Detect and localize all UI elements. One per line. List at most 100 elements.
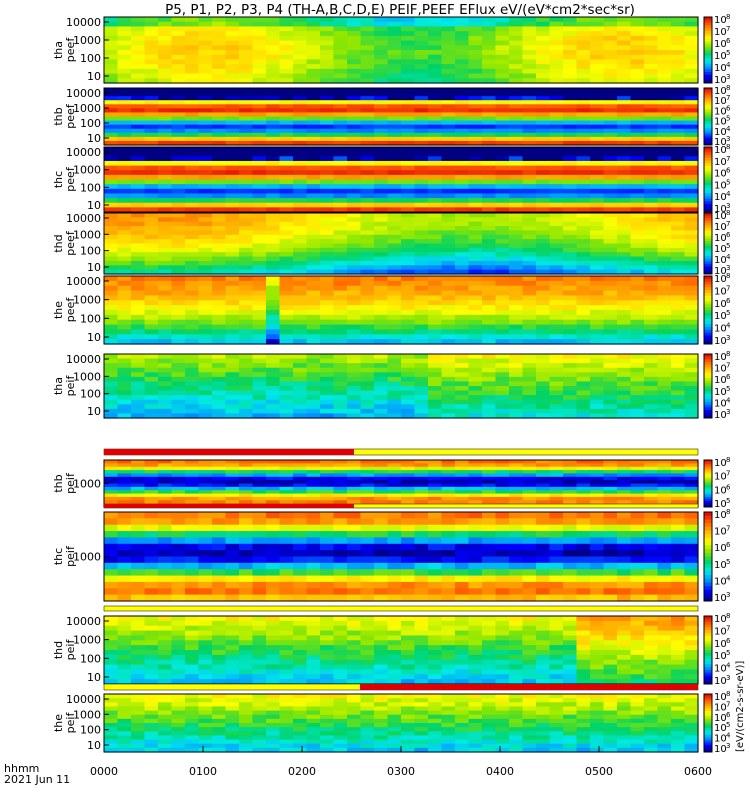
spectrogram-cell — [644, 17, 659, 23]
spectrogram-cell — [536, 354, 551, 360]
spectrogram-cell — [617, 140, 632, 146]
spectrogram-cell — [509, 64, 524, 70]
spectrogram-cell — [347, 367, 362, 373]
spectrogram-cell — [198, 319, 213, 326]
spectrogram-cell — [320, 285, 335, 292]
spectrogram-cell — [185, 500, 200, 505]
spectrogram-cell — [212, 252, 227, 258]
spectrogram-cell — [455, 290, 470, 297]
spectrogram-cell — [603, 92, 618, 97]
spectrogram-cell — [414, 132, 429, 138]
colorbar-segment — [704, 246, 712, 250]
spectrogram-cell — [414, 151, 429, 157]
spectrogram-cell — [495, 493, 510, 498]
spectrogram-cell — [144, 165, 159, 171]
spectrogram-cell — [158, 88, 173, 93]
spectrogram-cell — [563, 390, 578, 396]
spectrogram-cell — [387, 390, 402, 396]
spectrogram-cell — [320, 512, 335, 519]
spectrogram-cell — [455, 386, 470, 392]
spectrogram-cell — [576, 493, 591, 498]
spectrogram-cell — [158, 354, 173, 360]
spectrogram-cell — [212, 476, 227, 481]
spectrogram-cell — [293, 73, 308, 79]
spectrogram-cell — [333, 556, 348, 564]
spectrogram-cell — [495, 35, 510, 42]
colorbar-segment — [704, 487, 712, 490]
spectrogram-cell — [684, 363, 699, 369]
spectrogram-cell — [171, 512, 186, 519]
spectrogram-cell — [225, 202, 240, 208]
spectrogram-cell — [576, 234, 591, 240]
spectrogram-cell — [401, 463, 416, 468]
spectrogram-cell — [495, 100, 510, 105]
spectrogram-cell — [333, 247, 348, 253]
colorbar-segment — [704, 142, 712, 146]
spectrogram-cell — [360, 170, 375, 176]
spectrogram-cell — [158, 193, 173, 199]
spectrogram-cell — [509, 310, 524, 316]
spectrogram-cell — [293, 496, 308, 501]
spectrogram-cell — [563, 156, 578, 162]
spectrogram-cell — [482, 399, 497, 405]
spectrogram-cell — [603, 376, 618, 383]
spectrogram-cell — [347, 372, 362, 378]
spectrogram-cell — [131, 588, 146, 596]
spectrogram-cell — [671, 207, 686, 213]
spectrogram-cell — [455, 73, 470, 79]
spectrogram-cell — [171, 594, 186, 602]
spectrogram-cell — [374, 151, 389, 157]
spectrogram-cell — [333, 473, 348, 478]
spectrogram-cell — [671, 96, 686, 101]
spectrogram-cell — [414, 363, 429, 369]
spectrogram-cell — [266, 198, 281, 204]
spectrogram-cell — [360, 151, 375, 157]
spectrogram-cell — [401, 386, 416, 392]
spectrogram-cell — [252, 310, 267, 316]
spectrogram-cell — [428, 463, 443, 468]
spectrogram-cell — [549, 88, 564, 93]
spectrogram-cell — [549, 73, 564, 79]
spectrogram-cell — [117, 460, 132, 464]
spectrogram-cell — [576, 156, 591, 162]
spectrogram-cell — [401, 310, 416, 316]
spectrogram-cell — [333, 104, 348, 109]
spectrogram-cell — [549, 128, 564, 134]
spectrogram-cell — [387, 147, 402, 153]
spectrogram-cell — [657, 486, 672, 491]
spectrogram-cell — [603, 35, 618, 42]
spectrogram-cell — [563, 202, 578, 208]
colorbar-segment — [704, 114, 712, 117]
colorbar-segment — [704, 22, 712, 26]
spectrogram-cell — [333, 518, 348, 526]
colorbar-segment — [704, 315, 712, 319]
spectrogram-cell — [428, 188, 443, 195]
spectrogram-cell — [671, 73, 686, 79]
panel-label-product: peif — [64, 375, 77, 397]
spectrogram-cell — [468, 324, 483, 331]
spectrogram-cell — [320, 480, 335, 485]
spectrogram-cell — [104, 239, 119, 245]
spectrogram-cell — [293, 17, 308, 23]
spectrogram-cell — [576, 73, 591, 79]
colorbar-tick-exponent: 6 — [726, 297, 731, 305]
spectrogram-cell — [428, 68, 443, 75]
spectrogram-cell — [131, 202, 146, 208]
spectrogram-cell — [131, 174, 146, 181]
spectrogram-cell — [293, 239, 308, 245]
spectrogram-cell — [522, 88, 537, 93]
spectrogram-cell — [252, 64, 267, 70]
spectrogram-cell — [576, 319, 591, 326]
spectrogram-cell — [320, 310, 335, 316]
spectrogram-cell — [185, 179, 200, 185]
spectrogram-cell — [509, 116, 524, 122]
spectrogram-cell — [306, 88, 321, 93]
spectrogram-cell — [266, 269, 281, 275]
spectrogram-cell — [212, 354, 227, 360]
spectrogram-cell — [360, 319, 375, 326]
spectrogram-cell — [536, 100, 551, 105]
spectrogram-cell — [198, 260, 213, 266]
spectrogram-cell — [212, 512, 227, 519]
